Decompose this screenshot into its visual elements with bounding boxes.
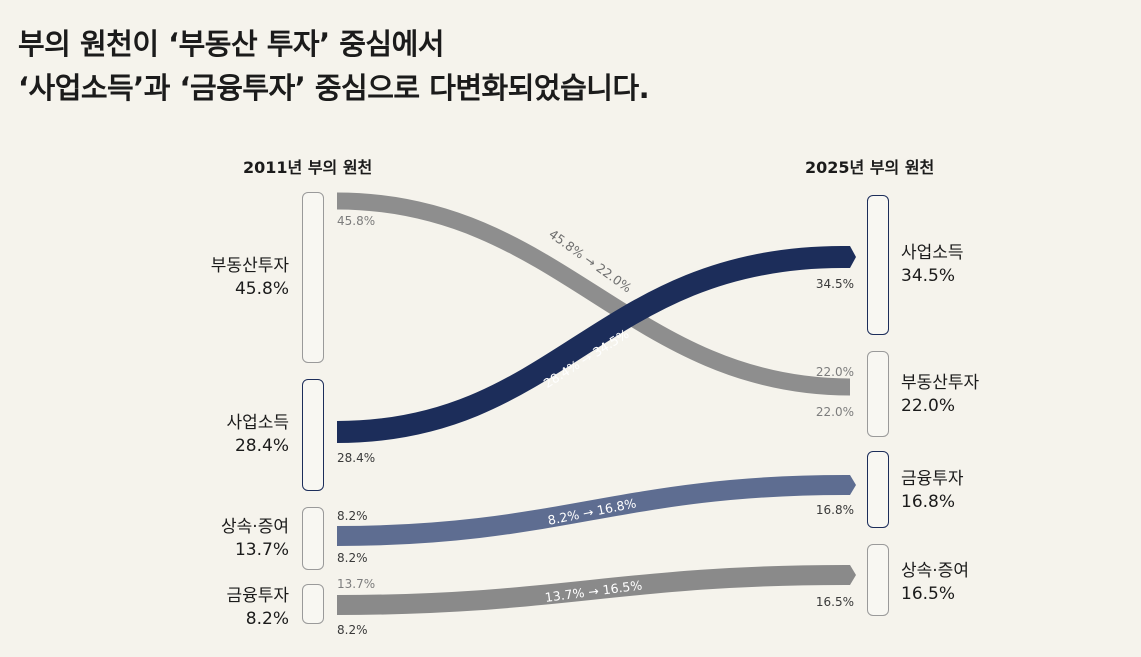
end-label-real-estate-bottom: 22.0% xyxy=(816,405,854,419)
flow-inheritance-arrowhead xyxy=(843,565,856,585)
right-label-inheritance: 상속·증여 16.5% xyxy=(901,561,969,604)
page-title: 부의 원천이 ‘부동산 투자’ 중심에서 ‘사업소득’과 ‘금융투자’ 중심으로… xyxy=(18,22,650,110)
flow-business-arrowhead xyxy=(840,246,856,268)
right-column-header: 2025년 부의 원천 xyxy=(805,158,935,177)
start-label-financial-bottom: 8.2% xyxy=(337,551,368,565)
left-node-financial xyxy=(302,584,324,624)
left-label-inheritance: 상속·증여 13.7% xyxy=(221,517,289,560)
title-line-1: 부의 원천이 ‘부동산 투자’ 중심에서 xyxy=(18,27,444,61)
right-node-real-estate xyxy=(867,351,889,437)
left-node-inheritance xyxy=(302,507,324,570)
left-label-business: 사업소득 28.4% xyxy=(226,413,289,456)
left-label-financial: 금융투자 8.2% xyxy=(226,586,289,629)
start-label-real-estate: 45.8% xyxy=(337,214,375,228)
flow-inheritance xyxy=(336,565,846,615)
end-label-financial: 16.8% xyxy=(816,503,854,517)
right-node-financial xyxy=(867,451,889,528)
right-label-financial: 금융투자 16.8% xyxy=(901,469,964,512)
left-node-real-estate xyxy=(302,192,324,363)
end-label-inheritance: 16.5% xyxy=(816,595,854,609)
right-label-business: 사업소득 34.5% xyxy=(901,243,964,286)
flow-real-estate xyxy=(336,192,851,396)
flow-financial xyxy=(336,475,846,546)
right-node-inheritance xyxy=(867,544,889,616)
start-label-inheritance-top: 13.7% xyxy=(337,577,375,591)
start-label-business: 28.4% xyxy=(337,451,375,465)
right-node-business xyxy=(867,195,889,335)
left-column-header: 2011년 부의 원천 xyxy=(243,158,373,177)
left-node-business xyxy=(302,379,324,491)
right-label-real-estate: 부동산투자 22.0% xyxy=(901,373,980,416)
start-label-financial-top: 8.2% xyxy=(337,509,368,523)
end-label-real-estate-top: 22.0% xyxy=(816,365,854,379)
end-label-business: 34.5% xyxy=(816,277,854,291)
flow-business xyxy=(336,246,843,443)
flow-financial-arrowhead xyxy=(843,475,856,495)
start-label-inheritance-bottom: 8.2% xyxy=(337,623,368,637)
left-label-real-estate: 부동산투자 45.8% xyxy=(210,256,289,299)
title-line-2: ‘사업소득’과 ‘금융투자’ 중심으로 다변화되었습니다. xyxy=(18,71,650,105)
